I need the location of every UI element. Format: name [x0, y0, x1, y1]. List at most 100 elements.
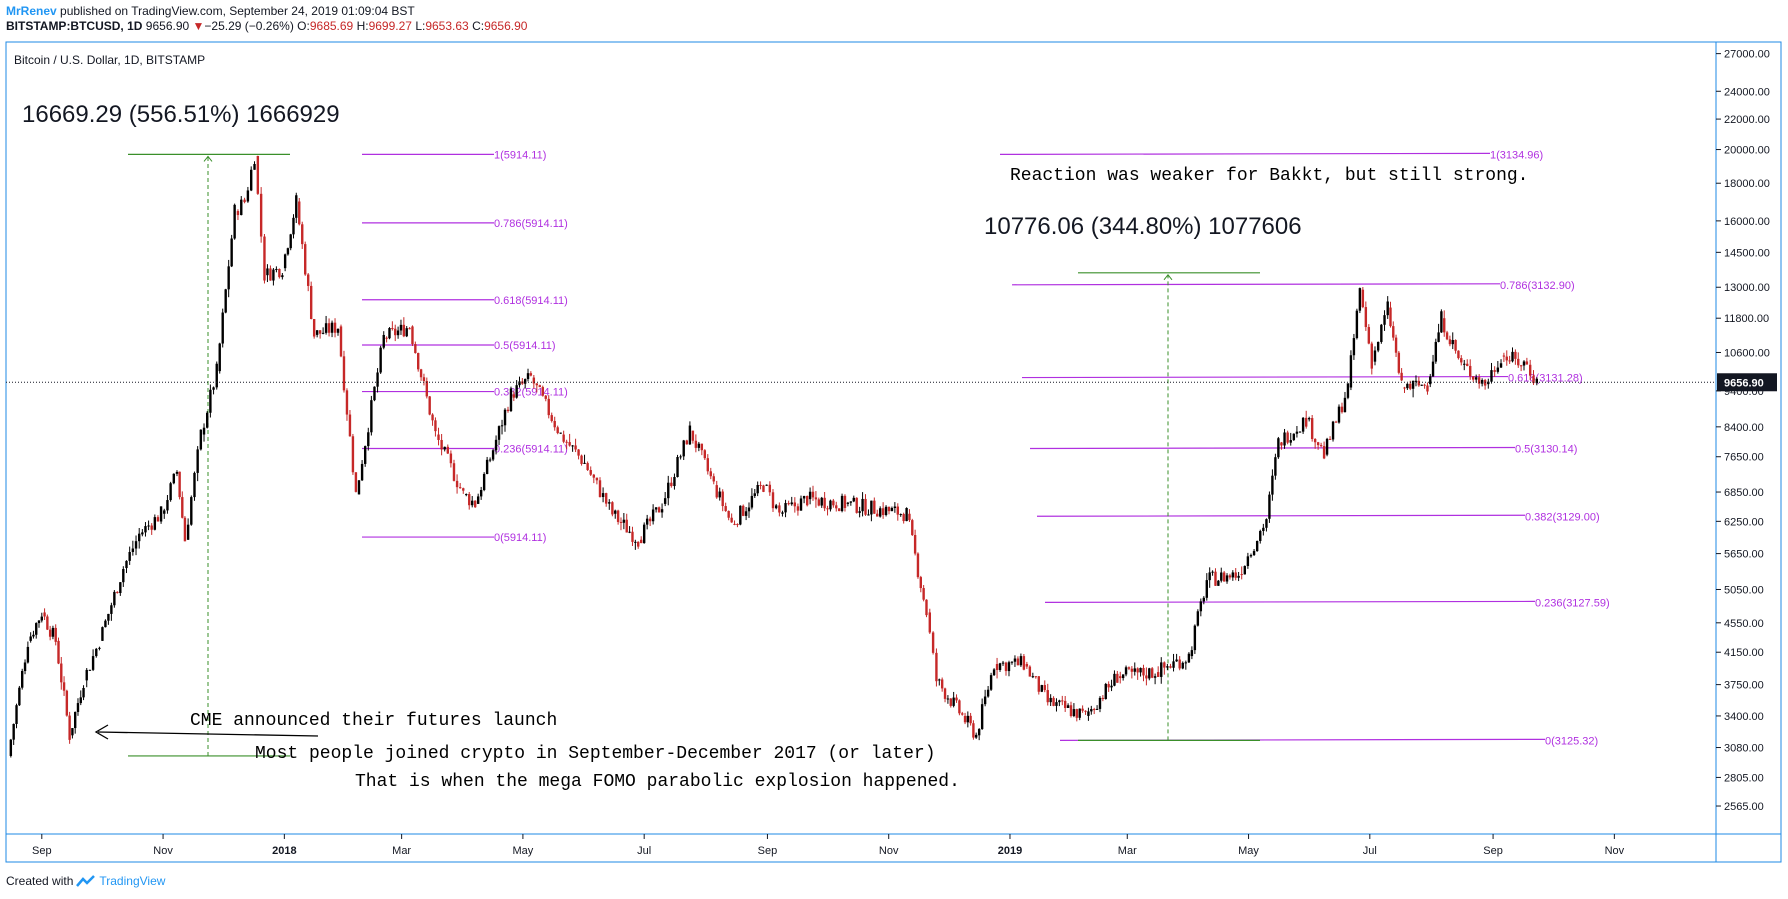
candle-body	[443, 446, 446, 450]
candle-body	[298, 201, 301, 225]
candle-body	[736, 524, 739, 526]
candle-body	[394, 328, 397, 336]
candle-body	[1225, 575, 1229, 582]
candle-body	[1289, 440, 1292, 443]
annotation-text: That is when the mega FOMO parabolic exp…	[355, 772, 960, 792]
candle-body	[952, 697, 955, 706]
candle-body	[1355, 310, 1359, 339]
candle-body	[1211, 571, 1214, 573]
candle-body	[835, 505, 838, 509]
candle-body	[1184, 662, 1188, 664]
annotation-text: Reaction was weaker for Bakkt, but still…	[1010, 166, 1528, 186]
fib-level-line	[1021, 375, 1509, 379]
candle-body	[642, 524, 646, 544]
candle-body	[1187, 653, 1191, 663]
candle-body	[1058, 700, 1061, 703]
candle-body	[246, 190, 250, 202]
annotations: CME announced their futures launch Most p…	[94, 166, 1528, 792]
candle-body	[550, 415, 553, 421]
candle-body	[958, 700, 961, 714]
candle-body	[913, 535, 917, 554]
candle-body	[1535, 378, 1539, 384]
price-range-measures: 16669.29 (556.51%) 1666929 10776.06 (344.…	[22, 101, 1302, 757]
candle-body	[88, 669, 92, 671]
candle-body	[1202, 597, 1206, 602]
candle-body	[1298, 431, 1302, 433]
candle-body	[79, 697, 82, 704]
candle-body	[899, 514, 902, 516]
candle-body	[565, 441, 568, 443]
candle-body	[333, 322, 337, 333]
candle-body	[1156, 672, 1160, 677]
candle-body	[388, 328, 391, 339]
candle-body	[230, 238, 233, 267]
candle-body	[747, 507, 751, 512]
candle-body	[893, 506, 897, 509]
candle-body	[224, 289, 227, 313]
candle-body	[983, 696, 987, 705]
candle-body	[1334, 421, 1338, 423]
candle-body	[657, 507, 661, 513]
candle-body	[703, 450, 707, 459]
candle-body	[1307, 418, 1311, 420]
candle-body	[250, 169, 253, 191]
candle-body	[861, 498, 864, 512]
candle-body	[193, 472, 196, 498]
time-axis[interactable]: Sep Nov 2018 Mar May Jul Sep Nov 2019 Mar May Jul Se…	[32, 834, 1625, 857]
candle-body	[916, 553, 920, 578]
candle-body	[628, 531, 631, 533]
author-link[interactable]: MrRenev	[6, 4, 57, 18]
candle-body	[870, 500, 873, 515]
candle-body	[411, 326, 414, 345]
candle-body	[715, 485, 718, 498]
candle-body	[1386, 301, 1389, 316]
price-axis[interactable]: 27000.00 24000.00 22000.00 20000.00 18000.00…	[1716, 49, 1770, 813]
candle-body	[742, 505, 745, 516]
candle-body	[832, 500, 835, 506]
candle-body	[1493, 370, 1496, 372]
fib-retracements: 1(5914.11) 0.786(5914.11) 0.618(5914.11) 0.…	[362, 149, 1610, 747]
candle-body	[183, 517, 187, 542]
candle-body	[535, 383, 539, 386]
candle-body	[54, 627, 57, 642]
candle-body	[843, 495, 847, 508]
fib-level-line	[1011, 283, 1501, 286]
candle-body	[544, 395, 547, 399]
last-price-label: 9656.90	[1724, 377, 1764, 389]
candle-body	[476, 496, 480, 504]
candle-body	[327, 323, 331, 333]
candle-body	[292, 217, 295, 235]
candle-body	[163, 510, 166, 514]
candle-body	[468, 494, 471, 506]
candle-body	[852, 497, 855, 502]
candle-body	[278, 268, 281, 278]
candle-body	[645, 518, 649, 525]
candle-body	[887, 506, 891, 512]
candle-body	[1304, 417, 1308, 427]
candle-body	[218, 343, 221, 372]
time-tick-label: 2018	[272, 845, 296, 857]
candle-body	[977, 729, 981, 736]
candle-body	[51, 627, 55, 637]
candle-body	[376, 372, 379, 387]
candle-body	[1454, 339, 1457, 351]
candle-body	[721, 491, 724, 507]
candle-body	[1172, 661, 1175, 668]
candle-body	[243, 199, 246, 203]
annotation-text: Most people joined crypto in September-D…	[255, 744, 936, 764]
candle-body	[1052, 697, 1055, 706]
tradingview-link[interactable]: TradingView	[99, 874, 166, 888]
candle-body	[739, 505, 742, 525]
candle-body	[1301, 417, 1305, 432]
candle-body	[153, 517, 157, 530]
candle-body	[1255, 540, 1259, 552]
candle-body	[91, 656, 95, 670]
price-tick-label: 8400.00	[1724, 422, 1764, 434]
candle-body	[1069, 705, 1073, 717]
candle-body	[1319, 445, 1323, 447]
candle-body	[820, 497, 823, 506]
candle-body	[1022, 656, 1026, 670]
candle-body	[1373, 350, 1377, 362]
candle-body	[1265, 519, 1268, 528]
